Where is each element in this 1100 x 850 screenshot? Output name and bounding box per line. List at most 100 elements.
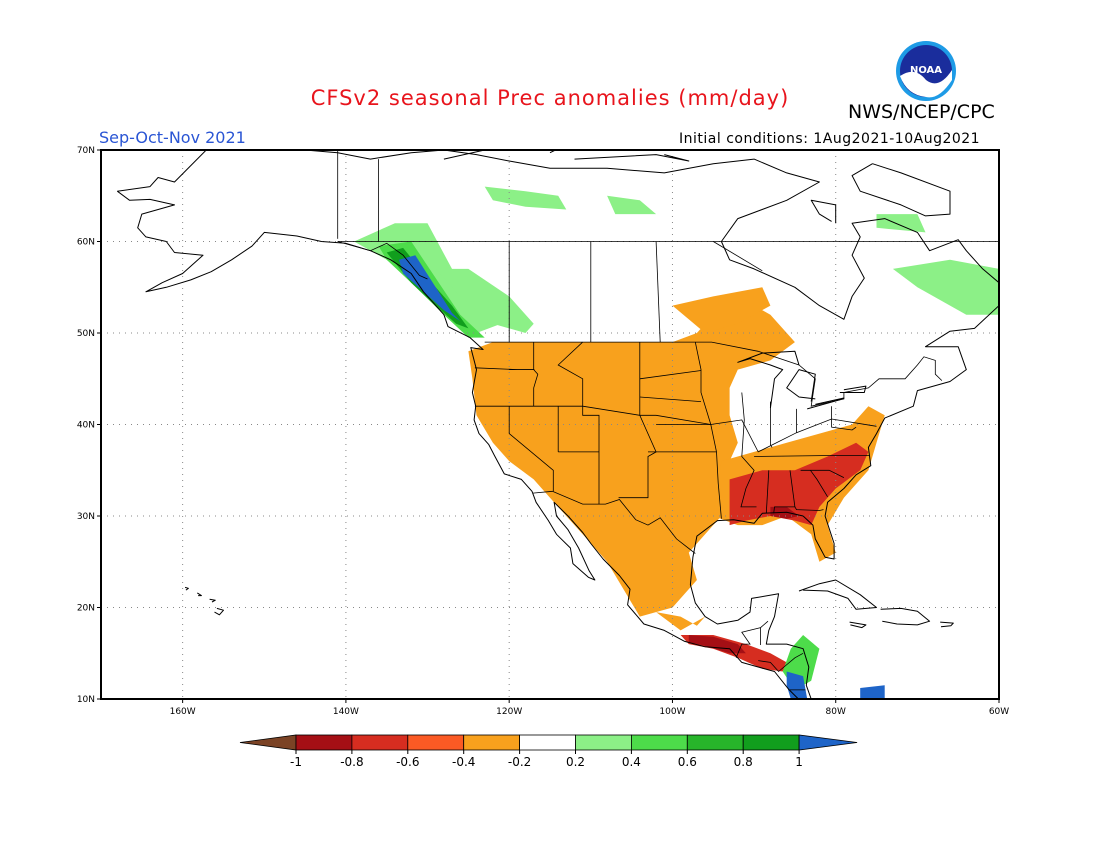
- anomaly-region-5: [688, 635, 746, 654]
- colorbar-label: 0.8: [734, 755, 753, 769]
- longitude-axis-labels: 160W 140W 120W 100W 80W 60W: [170, 699, 1009, 717]
- border-8: [533, 342, 539, 407]
- lat-tick-label: 60N: [77, 238, 95, 248]
- colorbar-upper-triangle: [798, 734, 858, 751]
- lat-tick-label: 40N: [77, 421, 95, 431]
- coastline-2: [117, 190, 800, 699]
- coastline-12: [851, 163, 951, 217]
- coastline-4: [880, 607, 931, 626]
- colorbar-segment: [463, 734, 521, 751]
- lon-tick-label: 80W: [826, 707, 846, 717]
- colorbar-segment: [519, 734, 576, 751]
- political-border-layer: [337, 150, 999, 691]
- colorbar-label: -0.4: [452, 755, 475, 769]
- lat-tick-label: 70N: [77, 146, 95, 156]
- colorbar-segment: [631, 734, 688, 751]
- anomaly-region-13: [484, 186, 567, 210]
- border-9: [508, 406, 554, 492]
- lat-tick-label: 10N: [77, 695, 95, 705]
- coastline-13: [443, 150, 557, 160]
- colorbar-lower-triangle: [239, 734, 297, 751]
- coastline-7: [786, 369, 816, 402]
- anomaly-region-14: [607, 195, 657, 215]
- colorbar-label: -0.8: [340, 755, 363, 769]
- coastline-3: [798, 579, 877, 610]
- border-34: [655, 241, 661, 343]
- coastline-6: [940, 621, 954, 628]
- colorbar-segment: [351, 734, 409, 751]
- initial-conditions-label: Initial conditions: 1Aug2021-10Aug2021: [679, 131, 981, 147]
- coastline-9: [839, 385, 867, 393]
- colorbar-segment: [407, 734, 465, 751]
- anomaly-region-0: [468, 305, 795, 617]
- noaa-logo-text: NOAA: [910, 65, 942, 76]
- border-3: [735, 620, 769, 658]
- border-7: [474, 405, 877, 453]
- colorbar-label: -0.6: [396, 755, 419, 769]
- coastline-18: [184, 586, 189, 591]
- anomaly-region-12: [399, 255, 461, 322]
- map-title: CFSv2 seasonal Prec anomalies (mm/day): [310, 86, 790, 110]
- colorbar-label: 0.4: [622, 755, 641, 769]
- border-28: [474, 367, 534, 371]
- lon-tick-label: 120W: [496, 707, 522, 717]
- colorbar-segment: [742, 734, 800, 751]
- border-11: [618, 342, 657, 499]
- border-1: [484, 341, 943, 407]
- colorbar: -1 -0.8 -0.6 -0.4 -0.2 0.2 0.4 0.6 0.8 1: [239, 734, 858, 769]
- lat-tick-label: 30N: [77, 512, 95, 522]
- border-16: [794, 506, 824, 511]
- border-13: [740, 392, 757, 508]
- coastline-16: [209, 598, 216, 603]
- coastline-1: [689, 305, 999, 699]
- border-17: [754, 455, 870, 457]
- border-31: [337, 241, 428, 280]
- anomaly-region-15: [892, 259, 999, 315]
- latitude-axis-labels: 70N 60N 50N 40N 30N 20N 10N: [77, 146, 101, 705]
- lon-tick-label: 100W: [659, 707, 685, 717]
- colorbar-label: 0.6: [678, 755, 697, 769]
- colorbar-segment: [575, 734, 632, 751]
- noaa-logo-icon: NOAA: [896, 41, 956, 101]
- coastline-10: [807, 397, 845, 410]
- coastline-17: [197, 592, 202, 597]
- anomaly-region-2: [729, 442, 869, 526]
- coastline-8: [737, 350, 800, 409]
- border-2: [532, 490, 696, 554]
- anomaly-region-19: [860, 685, 885, 699]
- border-37: [713, 241, 763, 272]
- colorbar-segment: [295, 734, 353, 751]
- agency-label: NWS/NCEP/CPC: [848, 101, 995, 123]
- border-15: [773, 470, 796, 514]
- colorbar-segment: [686, 734, 744, 751]
- lon-tick-label: 140W: [333, 707, 359, 717]
- colorbar-label: 0.2: [566, 755, 585, 769]
- coastline-15: [214, 607, 224, 616]
- border-19: [810, 470, 828, 498]
- border-23: [639, 370, 702, 380]
- coastline-0: [117, 150, 999, 320]
- anomaly-region-16: [876, 214, 926, 233]
- coastline-layer: [117, 150, 999, 699]
- border-24: [639, 396, 702, 402]
- colorbar-label: -0.2: [508, 755, 531, 769]
- anomaly-fill-layer: [354, 186, 999, 699]
- lon-tick-label: 160W: [170, 707, 196, 717]
- colorbar-label: 1: [795, 755, 803, 769]
- border-14: [765, 470, 770, 514]
- anomaly-region-7: [672, 287, 771, 333]
- border-18: [800, 469, 845, 478]
- season-label: Sep-Oct-Nov 2021: [99, 128, 246, 147]
- coastline-5: [849, 621, 867, 629]
- border-5: [758, 652, 804, 673]
- lat-tick-label: 20N: [77, 604, 95, 614]
- lat-tick-label: 50N: [77, 329, 95, 339]
- border-20: [770, 401, 773, 448]
- lon-tick-label: 60W: [989, 707, 1009, 717]
- border-22: [831, 406, 857, 431]
- anomaly-region-6: [656, 612, 706, 631]
- colorbar-label: -1: [290, 755, 302, 769]
- coastline-14: [574, 154, 690, 162]
- coastline-11: [810, 199, 837, 224]
